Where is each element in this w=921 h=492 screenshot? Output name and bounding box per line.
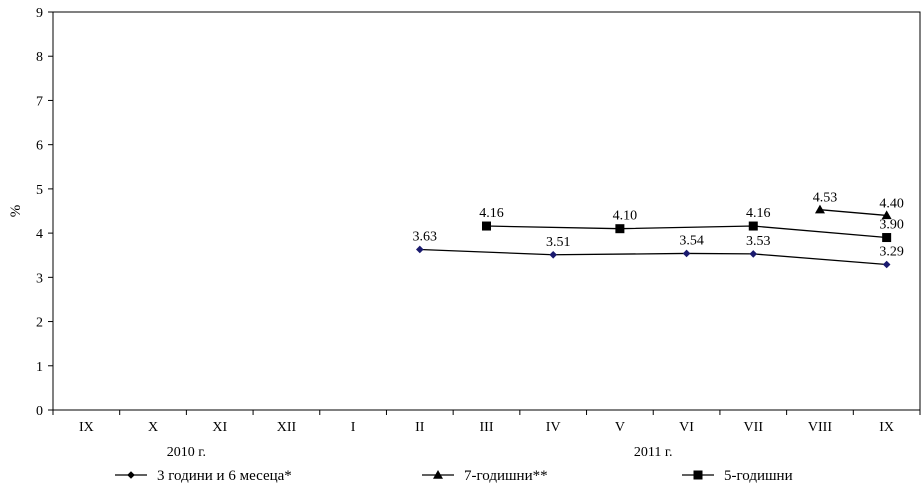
x-tick-label: IV [546,420,561,435]
legend-marker [693,470,703,480]
data-label: 3.90 [879,218,904,233]
data-point [682,249,691,258]
legend-item-1: 3 години и 6 месеца* [115,468,292,484]
legend-label: 3 години и 6 месеца* [157,468,292,484]
x-tick-label: IX [879,420,894,435]
data-label: 3.53 [746,234,771,249]
legend-marker [433,470,443,479]
legend-item-2: 7-годишни** [422,468,548,484]
x-tick-label: III [480,420,494,435]
series-line [819,209,887,217]
x-tick-label: VI [679,420,694,435]
data-point [881,210,892,220]
data-label: 4.16 [479,206,504,221]
data-point [749,250,758,258]
x-tick-label: XII [277,420,297,435]
data-point [882,260,891,269]
data-label: 4.16 [746,206,771,221]
y-axis-label: % [8,205,24,218]
x-tick-label: VII [744,420,764,435]
data-label: 4.40 [879,196,904,211]
data-point [748,221,758,231]
y-tick-label: 1 [36,360,43,375]
legend: 3 години и 6 месеца* 7-годишни** 5-годишни [115,468,793,484]
x-tick-label: VIII [808,420,832,435]
x-tick-label: IX [79,420,94,435]
series-3: 4.16 4.10 4.16 3.90 [479,206,904,243]
x-tick-label: V [615,420,625,435]
data-point [615,224,625,234]
data-label: 3.29 [879,245,904,260]
data-point [416,245,424,254]
data-label: 4.53 [813,191,838,206]
y-tick-label: 7 [36,94,43,109]
data-label: 4.10 [613,209,638,224]
series-2: 4.53 4.40 [813,191,904,220]
legend-marker [127,471,135,479]
series-line [486,225,887,239]
data-point [814,204,825,214]
year-label: 2011 г. [634,445,673,460]
y-tick-label: 4 [36,227,43,242]
year-label: 2010 г. [167,445,206,460]
data-label: 3.51 [546,235,571,250]
y-tick-label: 9 [36,6,43,21]
legend-label: 5-годишни [724,468,793,484]
x-tick-label: X [148,420,158,435]
x-tick-label: II [415,420,425,435]
x-tick-label: I [351,420,356,435]
legend-item-3: 5-годишни [682,468,793,484]
y-tick-label: 0 [36,404,43,419]
data-point [482,221,491,231]
data-label: 3.63 [413,229,438,244]
y-tick-label: 6 [36,139,43,154]
legend-label: 7-годишни** [464,468,548,484]
x-tick-label: XI [212,420,227,435]
y-tick-label: 8 [36,50,43,65]
series-1: 3.63 3.51 3.54 3.53 3.29 [413,229,904,269]
plot-frame [52,11,921,411]
data-label: 3.54 [679,233,704,248]
y-tick-label: 3 [36,271,43,286]
y-tick-label: 5 [36,183,43,198]
series-layer: 3.63 3.51 3.54 3.533.294.53 4.404.16 4.10 4.16… [413,191,904,269]
data-point [549,250,557,259]
series-line [419,248,887,266]
y-tick-label: 2 [36,316,43,331]
data-point [882,233,892,243]
